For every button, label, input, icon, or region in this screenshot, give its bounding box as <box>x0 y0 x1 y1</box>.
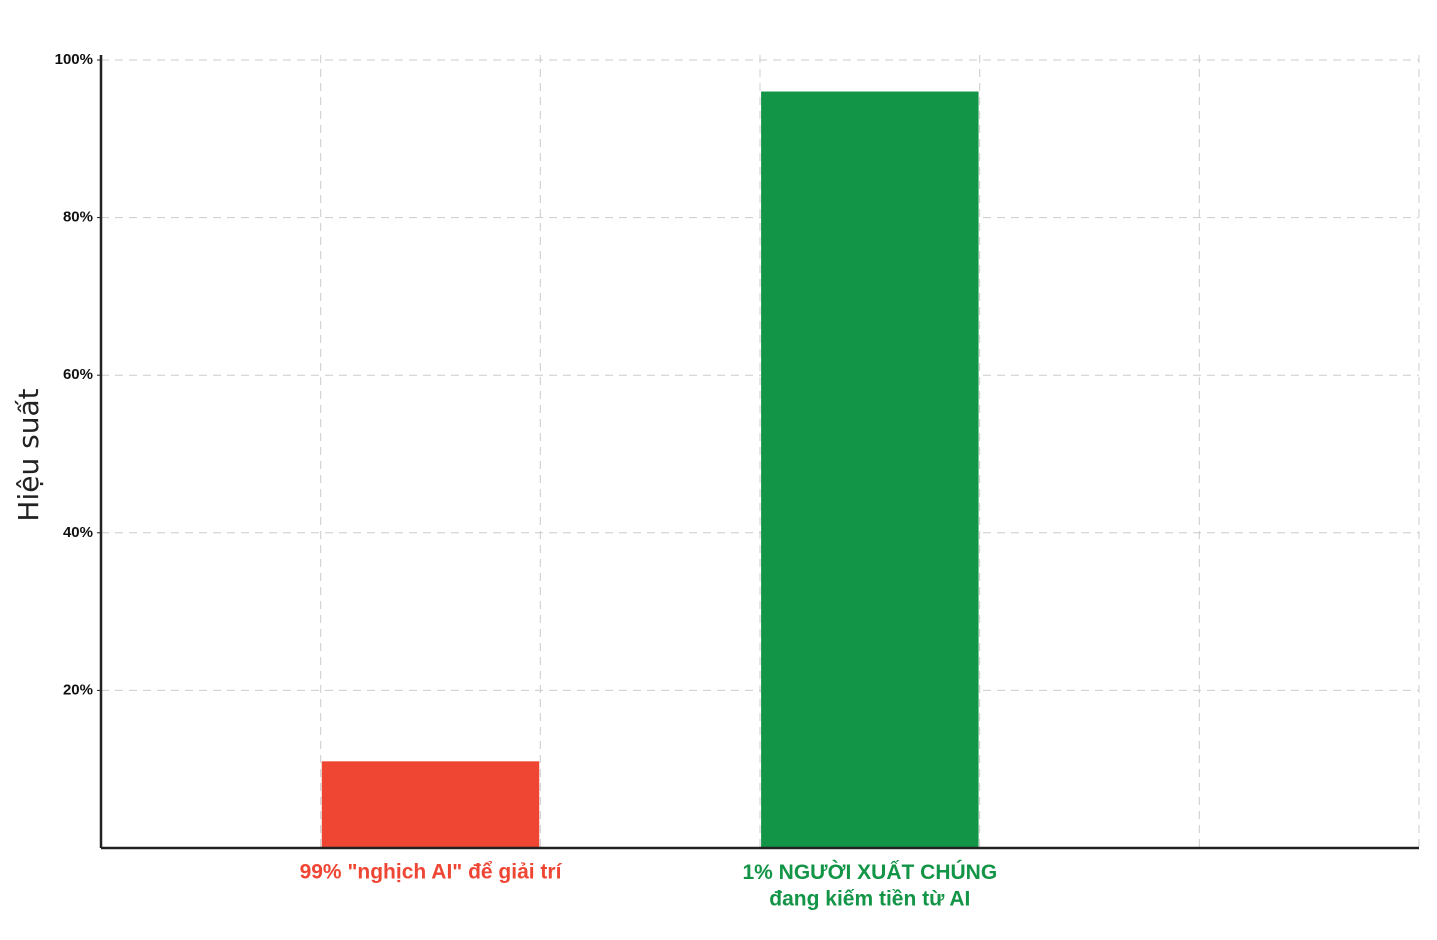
y-tick-label: 60% <box>63 366 93 383</box>
x-tick-label: 99% "nghịch AI" để giải trí <box>300 861 563 884</box>
y-axis-label: Hiệu suất <box>12 388 45 521</box>
y-tick-label: 20% <box>63 681 93 698</box>
x-tick-label: 1% NGƯỜI XUẤT CHÚNG đang kiếm tiền từ AI <box>742 860 997 910</box>
bar <box>321 761 540 848</box>
bar <box>761 91 979 848</box>
y-tick-label: 40% <box>63 524 93 541</box>
y-tick-label: 80% <box>63 209 93 226</box>
y-tick-label: 100% <box>55 51 93 68</box>
